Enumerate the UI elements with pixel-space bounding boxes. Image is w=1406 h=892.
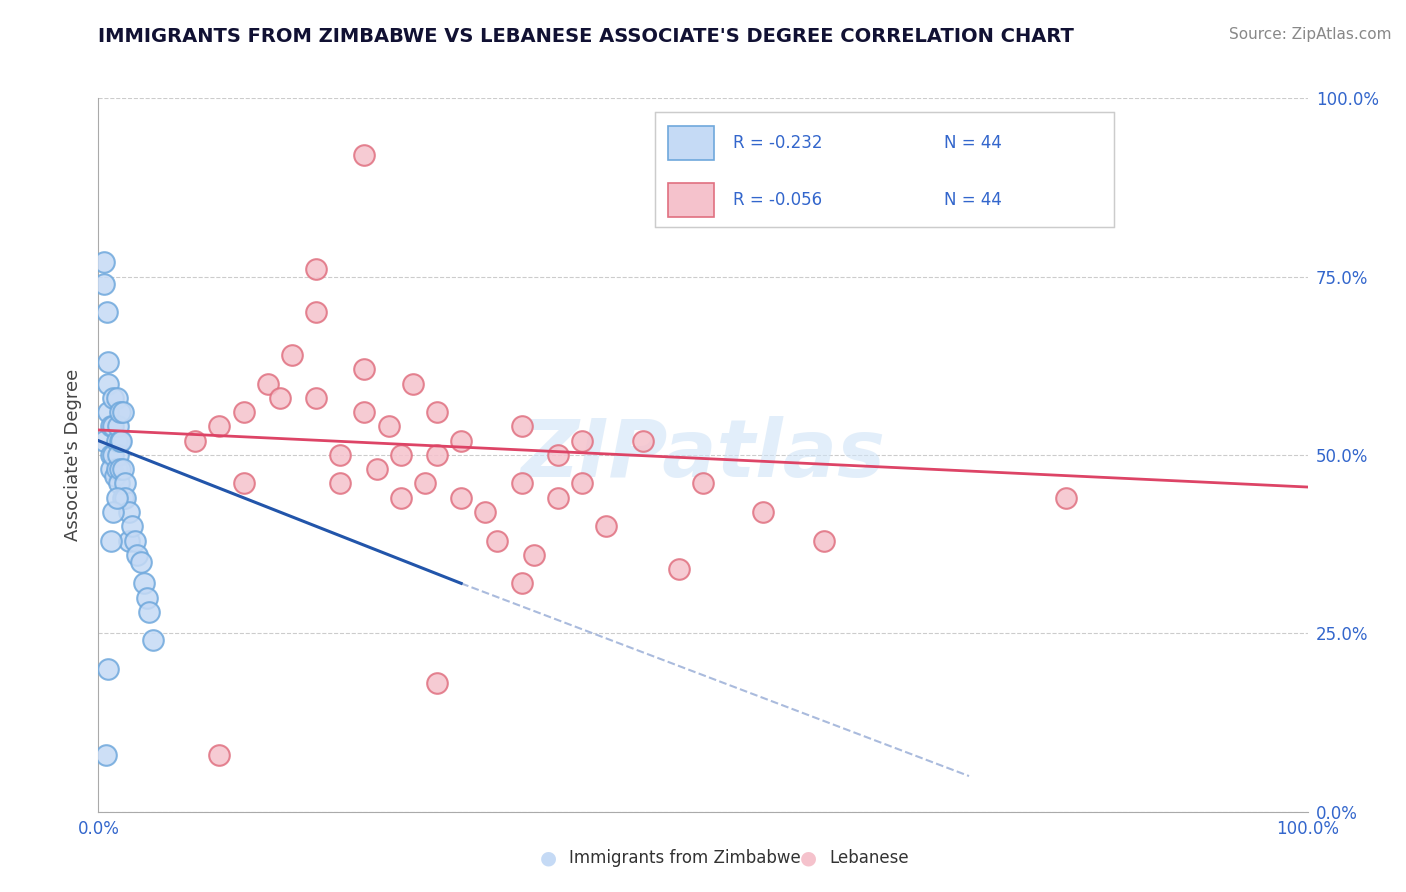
Point [93, 277, 115, 291]
Point [114, 476, 136, 491]
Point [547, 448, 569, 462]
Point [208, 747, 231, 762]
Point [631, 434, 654, 448]
Point [108, 405, 131, 419]
Point [547, 491, 569, 505]
Point [523, 548, 546, 562]
Point [426, 676, 449, 690]
Point [124, 533, 146, 548]
Text: ZIPatlas: ZIPatlas [520, 416, 886, 494]
Point [305, 391, 328, 405]
Point [413, 476, 436, 491]
Point [111, 491, 134, 505]
Point [571, 476, 593, 491]
Point [96, 305, 118, 319]
Point [108, 462, 131, 476]
Point [510, 476, 533, 491]
Point [426, 448, 449, 462]
Point [426, 405, 449, 419]
Point [232, 476, 254, 491]
Text: Immigrants from Zimbabwe: Immigrants from Zimbabwe [569, 849, 801, 867]
Point [813, 533, 835, 548]
Point [366, 462, 388, 476]
Point [105, 391, 128, 405]
Point [353, 362, 375, 376]
Point [510, 419, 533, 434]
Point [105, 434, 128, 448]
Point [101, 391, 124, 405]
Point [97, 355, 120, 369]
Point [101, 505, 124, 519]
Point [389, 448, 412, 462]
Point [377, 419, 399, 434]
Point [595, 519, 617, 533]
Point [97, 405, 120, 419]
Point [127, 548, 149, 562]
Point [142, 633, 165, 648]
Point [353, 148, 375, 162]
Point [105, 491, 128, 505]
Text: ●: ● [540, 848, 557, 868]
Point [329, 476, 352, 491]
Point [100, 419, 122, 434]
Point [118, 505, 141, 519]
Point [93, 255, 115, 269]
Point [256, 376, 278, 391]
Point [121, 519, 143, 533]
Point [138, 605, 160, 619]
Point [111, 405, 134, 419]
Point [402, 376, 425, 391]
Y-axis label: Associate's Degree: Associate's Degree [65, 368, 83, 541]
Point [232, 405, 254, 419]
Point [114, 491, 136, 505]
Point [94, 747, 117, 762]
Point [208, 419, 231, 434]
Point [93, 434, 115, 448]
Point [135, 591, 157, 605]
Point [474, 505, 496, 519]
Point [107, 419, 129, 434]
Point [571, 434, 593, 448]
Point [450, 491, 472, 505]
Point [134, 576, 156, 591]
Point [668, 562, 690, 576]
Text: IMMIGRANTS FROM ZIMBABWE VS LEBANESE ASSOCIATE'S DEGREE CORRELATION CHART: IMMIGRANTS FROM ZIMBABWE VS LEBANESE ASS… [98, 27, 1074, 45]
Point [1054, 491, 1077, 505]
Point [305, 262, 328, 277]
Point [118, 533, 141, 548]
Point [100, 448, 122, 462]
Point [305, 305, 328, 319]
Point [107, 448, 129, 462]
Text: Source: ZipAtlas.com: Source: ZipAtlas.com [1229, 27, 1392, 42]
Point [100, 533, 122, 548]
Point [329, 448, 352, 462]
Point [101, 448, 124, 462]
Point [108, 476, 131, 491]
Point [100, 462, 122, 476]
Point [281, 348, 304, 362]
Point [389, 491, 412, 505]
Point [111, 462, 134, 476]
Point [110, 434, 132, 448]
Point [184, 434, 207, 448]
Point [105, 462, 128, 476]
Point [510, 576, 533, 591]
Text: ●: ● [800, 848, 817, 868]
Point [97, 376, 120, 391]
Point [101, 419, 124, 434]
Point [97, 662, 120, 676]
Point [104, 469, 127, 483]
Point [129, 555, 152, 569]
Point [450, 434, 472, 448]
Point [486, 533, 509, 548]
Point [108, 434, 131, 448]
Point [269, 391, 291, 405]
Point [353, 405, 375, 419]
Text: Lebanese: Lebanese [830, 849, 910, 867]
Point [692, 476, 714, 491]
Point [752, 505, 775, 519]
